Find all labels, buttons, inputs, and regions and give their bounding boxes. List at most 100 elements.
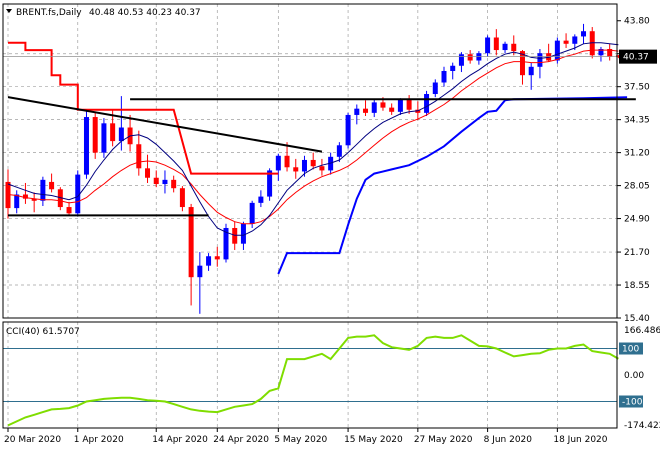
- candle-body: [467, 54, 473, 61]
- candle-body: [83, 117, 89, 175]
- candle-body: [293, 167, 299, 172]
- candle-body: [162, 179, 168, 185]
- candle-body: [607, 49, 613, 57]
- candle-body: [441, 70, 447, 83]
- candle-body: [118, 127, 124, 142]
- candle-body: [519, 51, 525, 76]
- time-tick-label: 15 May 2020: [344, 435, 403, 445]
- candle-body: [406, 99, 412, 110]
- candle-body: [328, 156, 334, 171]
- candle-body: [267, 170, 273, 197]
- candle-body: [336, 145, 342, 157]
- candle-body: [511, 43, 517, 52]
- candle-body: [57, 189, 63, 208]
- price-tick-label: 37.50: [624, 83, 650, 93]
- price-tick-label: 15.40: [624, 314, 650, 324]
- candle-body: [389, 107, 395, 112]
- price-tick-label: 24.90: [624, 215, 650, 225]
- candle-body: [424, 94, 430, 113]
- trailing-stop-red: [8, 41, 279, 175]
- candle-body: [14, 194, 20, 209]
- candle-body: [380, 102, 386, 108]
- candle-body: [284, 155, 290, 168]
- candlestick-series: [5, 23, 621, 314]
- cci-tick-label: 166.4868: [624, 326, 660, 336]
- indicator-lines: [3, 41, 636, 275]
- candle-body: [49, 181, 55, 190]
- time-tick-label: 24 Apr 2020: [213, 435, 269, 445]
- cci-tick-label: 0.00: [624, 371, 644, 381]
- candle-body: [136, 144, 142, 169]
- candle-body: [354, 108, 360, 115]
- price-panel-frame: [2, 3, 618, 319]
- moving-average-fast: [7, 42, 619, 236]
- ohlc-label: 40.48 40.53 40.23 40.37: [89, 8, 201, 18]
- candle-body: [31, 198, 37, 201]
- price-tick-label: 18.55: [624, 281, 650, 291]
- candle-body: [598, 49, 604, 56]
- candle-body: [563, 40, 569, 44]
- candle-body: [345, 114, 351, 146]
- moving-average-slow: [7, 49, 619, 225]
- chart-header: BRENT.fs,Daily 40.48 40.53 40.23 40.37: [6, 8, 201, 18]
- candle-body: [458, 54, 464, 66]
- candle-body: [371, 102, 377, 113]
- axes: 43.8040.6537.5034.3531.2028.0524.9021.70…: [2, 3, 660, 445]
- price-tick-label: 43.80: [624, 17, 650, 27]
- candle-body: [66, 207, 72, 214]
- candle-body: [275, 155, 281, 171]
- candle-body: [188, 207, 194, 278]
- candle-body: [240, 223, 246, 244]
- time-tick-label: 1 Apr 2020: [74, 435, 124, 445]
- candle-body: [363, 108, 369, 113]
- cci-level-label: 100: [622, 345, 639, 355]
- current-price-box: [619, 49, 657, 64]
- candle-body: [22, 194, 28, 199]
- candle-body: [493, 37, 499, 51]
- candle-body: [214, 256, 220, 260]
- candle-body: [432, 82, 438, 95]
- time-tick-label: 5 May 2020: [274, 435, 327, 445]
- candle-body: [145, 168, 151, 178]
- candle-body: [450, 65, 456, 71]
- symbol-label: BRENT.fs,Daily: [16, 8, 82, 18]
- candle-body: [92, 117, 98, 153]
- candle-body: [101, 123, 107, 153]
- candle-body: [572, 36, 578, 44]
- candle-body: [554, 40, 560, 61]
- candle-body: [179, 188, 185, 208]
- cci-tick-label: -174.4229: [624, 421, 660, 431]
- time-tick-label: 18 Jun 2020: [553, 435, 607, 445]
- cci-header-label: CCI(40) 61.5707: [6, 327, 80, 337]
- candle-body: [485, 37, 491, 54]
- candle-body: [153, 177, 159, 185]
- candle-body: [589, 31, 595, 56]
- cci-line: [7, 334, 619, 427]
- price-tick-label: 28.05: [624, 182, 650, 192]
- candle-body: [223, 227, 229, 260]
- trailing-stop-blue: [277, 96, 628, 275]
- candle-body: [249, 202, 255, 224]
- time-tick-label: 27 May 2020: [414, 435, 473, 445]
- candle-body: [5, 181, 11, 209]
- cci-panel-frame: [2, 321, 618, 429]
- candle-body: [40, 179, 46, 201]
- candle-body: [110, 123, 116, 142]
- candle-body: [197, 265, 203, 278]
- cci-level-box: [619, 342, 643, 355]
- time-tick-label: 20 Mar 2020: [4, 435, 61, 445]
- cci-level-box: [619, 395, 643, 408]
- time-tick-label: 8 Jun 2020: [484, 435, 533, 445]
- price-tick-label: 34.35: [624, 116, 650, 126]
- candle-body: [397, 99, 403, 112]
- candle-body: [319, 166, 325, 171]
- candle-body: [232, 227, 238, 244]
- candle-body: [258, 196, 264, 203]
- time-tick-label: 14 Apr 2020: [152, 435, 208, 445]
- candle-body: [301, 159, 307, 172]
- candle-body: [171, 179, 177, 189]
- candle-body: [615, 55, 621, 57]
- trendline: [7, 96, 323, 153]
- dropdown-triangle-icon[interactable]: [6, 9, 12, 13]
